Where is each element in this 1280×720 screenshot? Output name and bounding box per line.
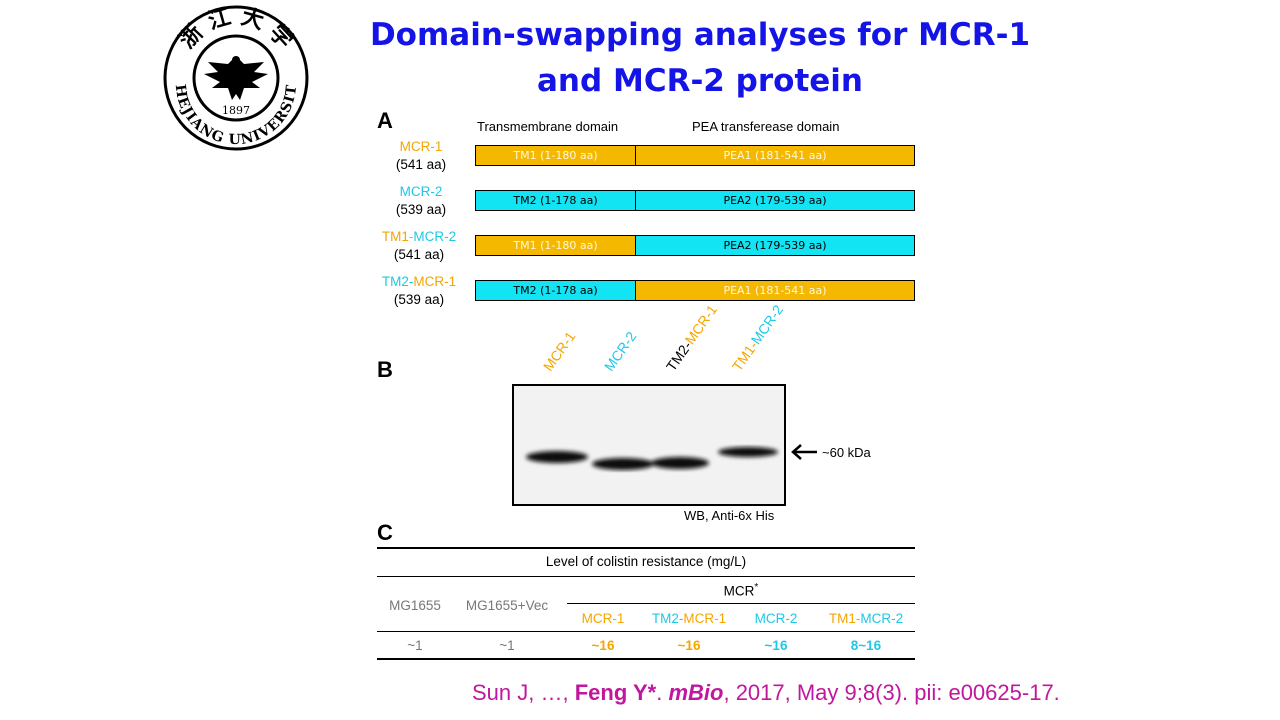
lane-label: TM1-MCR-2 bbox=[729, 302, 786, 374]
resistance-value: ~16 bbox=[764, 638, 788, 653]
label-part: TM1- bbox=[381, 229, 414, 244]
panel-a-letter: A bbox=[377, 108, 393, 133]
zhejiang-university-logo: 浙 江 大 学 ZHEJIANG UNIVERSITY 1897 bbox=[162, 4, 309, 151]
protein-label: MCR-1 (541 aa) bbox=[380, 138, 462, 174]
resistance-value: ~1 bbox=[499, 638, 515, 653]
logo-year: 1897 bbox=[222, 104, 250, 117]
mcr-group-rule bbox=[567, 603, 915, 604]
domain-bar: TM1 (1-180 aa) PEA1 (181-541 aa) bbox=[475, 145, 915, 166]
label-part: MCR-2 bbox=[860, 611, 904, 626]
label-part: MCR-1 bbox=[413, 274, 457, 289]
label-part: MCR-1 bbox=[539, 328, 579, 374]
resistance-value: ~16 bbox=[591, 638, 615, 653]
column-header: MCR-1 bbox=[563, 611, 643, 626]
label-part: MCR-2 bbox=[399, 184, 443, 199]
pea-segment: PEA1 (181-541 aa) bbox=[636, 146, 914, 165]
protein-length: (541 aa) bbox=[393, 247, 445, 262]
table-header: Level of colistin resistance (mg/L) bbox=[545, 554, 747, 569]
label-part: MCR-2 bbox=[413, 229, 457, 244]
arrow-left-icon bbox=[791, 444, 817, 460]
label-part: MG1655 bbox=[389, 598, 441, 613]
table-mid-rule bbox=[377, 631, 915, 632]
label-part: MCR-1 bbox=[399, 139, 443, 154]
domain-bar: TM2 (1-178 aa) PEA2 (179-539 aa) bbox=[475, 190, 915, 211]
column-header: MCR-2 bbox=[736, 611, 816, 626]
mcr-group-header: MCR* bbox=[723, 582, 759, 599]
resistance-value: ~16 bbox=[677, 638, 701, 653]
slide-title: Domain-swapping analyses for MCR-1 and M… bbox=[369, 17, 1031, 99]
tm-segment: TM1 (1-180 aa) bbox=[476, 146, 636, 165]
label-part: MCR-2 bbox=[754, 611, 798, 626]
table-header-rule bbox=[377, 576, 915, 577]
pea-segment: PEA2 (179-539 aa) bbox=[636, 236, 914, 255]
protein-label: TM2-MCR-1 (539 aa) bbox=[378, 273, 460, 309]
label-part: MCR-2 bbox=[600, 328, 640, 374]
resistance-value: ~1 bbox=[407, 638, 423, 653]
lane-label: TM2-MCR-1 bbox=[663, 302, 720, 374]
lane-label: MCR-2 bbox=[601, 328, 640, 374]
tm-segment: TM1 (1-180 aa) bbox=[476, 236, 636, 255]
column-header: MG1655 bbox=[375, 598, 455, 613]
molecular-weight-marker: ~60 kDa bbox=[822, 445, 871, 460]
protein-length: (539 aa) bbox=[393, 292, 445, 307]
column-header: MG1655+Vec bbox=[452, 598, 562, 613]
label-part: MG1655+Vec bbox=[465, 598, 549, 613]
panel-b-letter: B bbox=[377, 357, 393, 382]
domain-bar: TM1 (1-180 aa) PEA2 (179-539 aa) bbox=[475, 235, 915, 256]
panel-c-letter: C bbox=[377, 520, 393, 545]
domain-bar: TM2 (1-178 aa) PEA1 (181-541 aa) bbox=[475, 280, 915, 301]
protein-length: (539 aa) bbox=[395, 202, 447, 217]
citation: Sun J, …, Feng Y*. mBio, 2017, May 9;8(3… bbox=[472, 680, 1060, 705]
table-bottom-rule bbox=[377, 658, 915, 660]
label-part: MCR-1 bbox=[683, 611, 727, 626]
tm-segment: TM2 (1-178 aa) bbox=[476, 191, 636, 210]
tm-segment: TM2 (1-178 aa) bbox=[476, 281, 636, 300]
table-top-rule bbox=[377, 547, 915, 549]
lane-label: MCR-1 bbox=[540, 328, 579, 374]
label-part: MCR-1 bbox=[681, 301, 721, 348]
tm-domain-header: Transmembrane domain bbox=[477, 119, 619, 134]
column-header: TM2-MCR-1 bbox=[634, 611, 744, 626]
pea-domain-header: PEA transferease domain bbox=[692, 119, 840, 134]
label-part: TM2- bbox=[381, 274, 414, 289]
western-blot-image bbox=[512, 384, 786, 506]
label-part: TM2- bbox=[651, 611, 684, 626]
column-header: TM1-MCR-2 bbox=[811, 611, 921, 626]
protein-length: (541 aa) bbox=[395, 157, 447, 172]
label-part: TM1- bbox=[828, 611, 861, 626]
protein-label: MCR-2 (539 aa) bbox=[380, 183, 462, 219]
label-part: MCR-1 bbox=[581, 611, 625, 626]
pea-segment: PEA2 (179-539 aa) bbox=[636, 191, 914, 210]
pea-segment: PEA1 (181-541 aa) bbox=[636, 281, 914, 300]
protein-label: TM1-MCR-2 (541 aa) bbox=[378, 228, 460, 264]
label-part: MCR-2 bbox=[747, 301, 787, 348]
western-blot-method: WB, Anti-6x His bbox=[684, 508, 775, 523]
resistance-value: 8~16 bbox=[850, 638, 882, 653]
